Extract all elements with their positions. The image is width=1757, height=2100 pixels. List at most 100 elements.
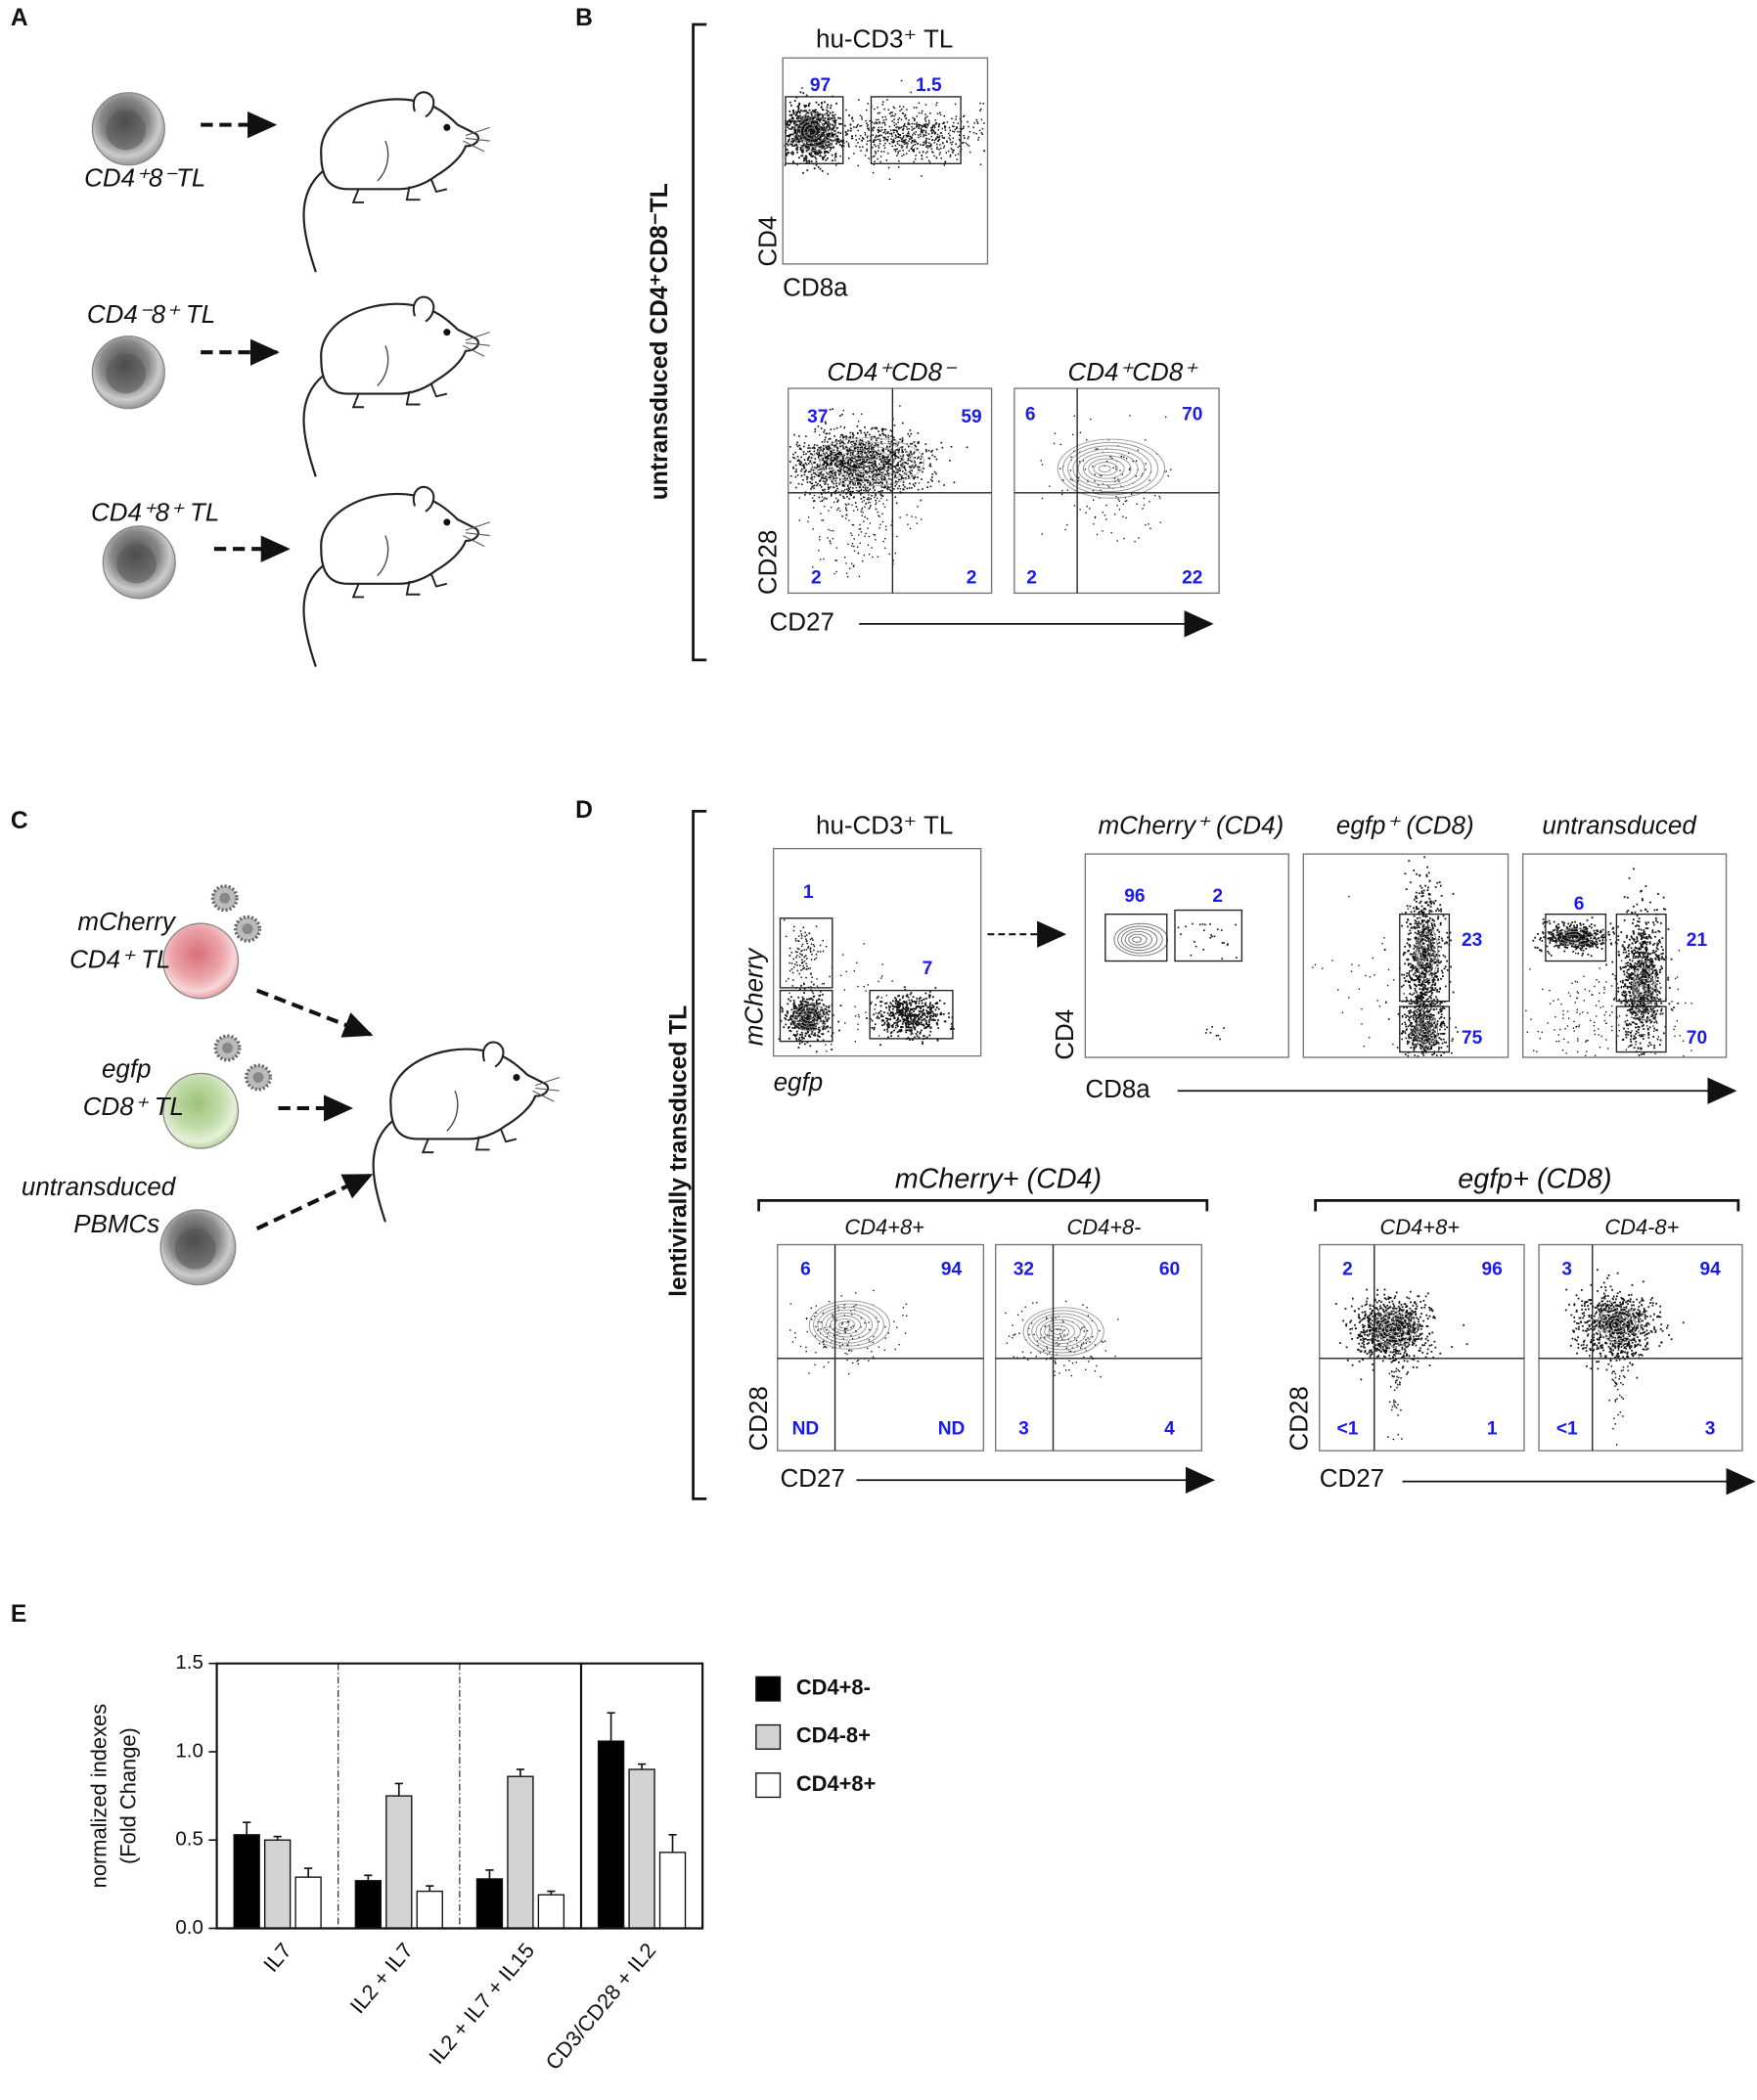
dot [869, 454, 872, 457]
dot [808, 1004, 811, 1006]
dot [804, 114, 807, 117]
dot [905, 1001, 908, 1003]
dot [825, 1044, 827, 1046]
dot [878, 473, 881, 475]
dot [885, 528, 887, 531]
dot [893, 1015, 895, 1017]
dot [899, 105, 901, 108]
dot [1129, 415, 1131, 417]
dot [837, 451, 840, 454]
dot [1417, 908, 1419, 911]
dot [854, 469, 857, 472]
dot [862, 481, 864, 484]
dot [1092, 466, 1094, 468]
dot [873, 451, 876, 453]
dot [841, 457, 844, 460]
dot [797, 135, 800, 137]
dot [878, 143, 881, 145]
dot [863, 500, 865, 502]
dot [819, 140, 822, 143]
dot [851, 137, 854, 140]
dot [798, 1008, 801, 1011]
dot [810, 469, 813, 470]
dot [843, 485, 846, 487]
dot [912, 1025, 915, 1028]
dot [838, 463, 841, 466]
dot [898, 467, 901, 469]
dot [791, 1020, 794, 1023]
dot [822, 464, 824, 467]
dot [877, 1015, 879, 1018]
dot [807, 520, 809, 522]
dot [1416, 970, 1419, 973]
dot [806, 132, 808, 135]
dot [901, 441, 904, 443]
dot [805, 130, 807, 133]
dot [810, 1023, 813, 1026]
dot [873, 533, 875, 536]
dot [829, 432, 831, 435]
dot [809, 998, 812, 1001]
dot [809, 116, 811, 119]
dot [926, 115, 928, 118]
dot [835, 103, 837, 105]
dot [963, 114, 966, 117]
dot [841, 480, 844, 482]
dot [790, 113, 793, 116]
dot [1209, 1032, 1212, 1034]
dot [1105, 460, 1108, 463]
dot [858, 534, 860, 536]
dot [804, 470, 807, 473]
dot [829, 128, 831, 130]
dot [941, 136, 944, 139]
dot [890, 490, 892, 492]
dot [902, 995, 905, 998]
dot [924, 125, 927, 127]
dot [1115, 496, 1117, 498]
dot [792, 453, 794, 456]
dot [890, 448, 893, 451]
dot [924, 123, 926, 125]
dot [826, 456, 829, 458]
dot [840, 441, 843, 444]
dot [804, 157, 807, 160]
dot [859, 470, 861, 473]
dot [818, 1028, 820, 1031]
dot [879, 156, 882, 157]
dot [890, 112, 892, 113]
dot [875, 136, 877, 138]
dot [911, 146, 913, 149]
dot [799, 1025, 802, 1028]
mouse [372, 1041, 561, 1224]
dot [824, 116, 827, 119]
dot [846, 453, 848, 456]
dot [1439, 1001, 1442, 1004]
dot [807, 516, 810, 518]
dot [792, 1034, 795, 1037]
dot [851, 467, 854, 469]
dot [838, 144, 841, 146]
dot [1431, 974, 1433, 977]
dot [878, 122, 881, 124]
dot [799, 148, 802, 150]
dot [826, 157, 829, 159]
dot [890, 1011, 892, 1014]
dot [790, 952, 793, 954]
dot [790, 1008, 793, 1011]
dot [785, 1023, 788, 1026]
dot [870, 484, 872, 486]
dot [810, 1033, 813, 1035]
dot [796, 130, 799, 133]
dot [873, 108, 876, 111]
dot [893, 124, 896, 126]
dot [917, 1015, 920, 1018]
dot [848, 480, 851, 482]
dot [934, 1019, 936, 1021]
dot [798, 129, 801, 132]
dot [933, 124, 935, 127]
dot [788, 123, 791, 126]
dot [813, 949, 815, 952]
bracket [1314, 1199, 1740, 1212]
dot [839, 451, 842, 454]
dot [1102, 483, 1104, 485]
